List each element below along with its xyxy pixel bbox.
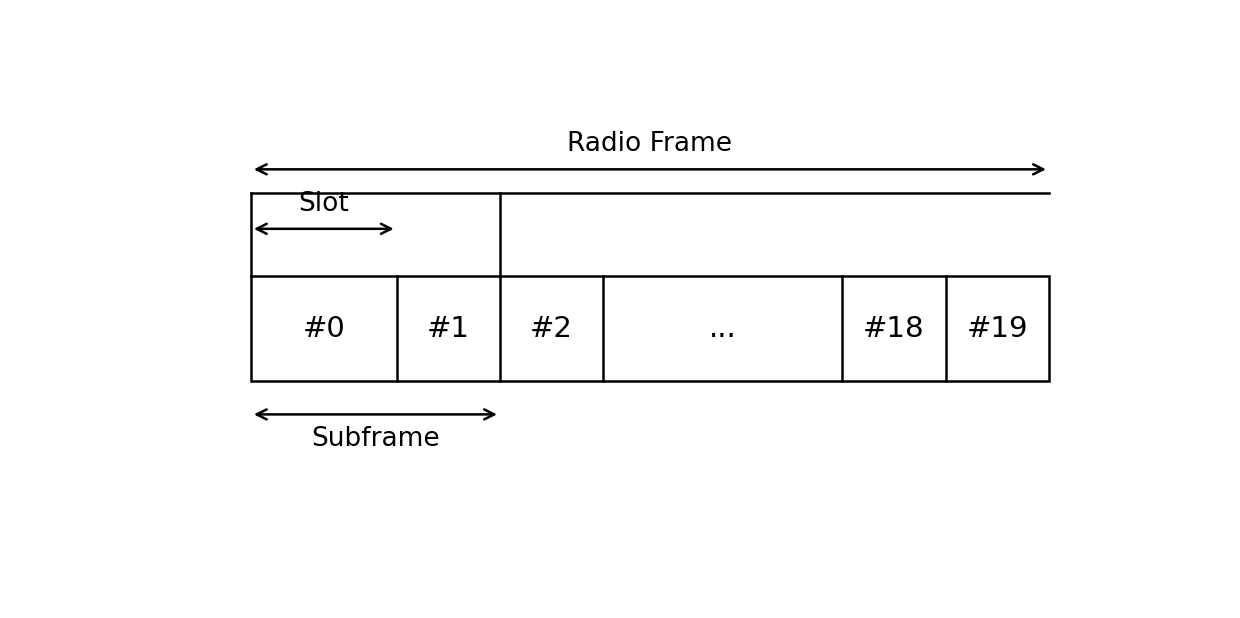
Text: Subframe: Subframe [311, 426, 440, 452]
Text: #19: #19 [966, 315, 1028, 343]
Text: #1: #1 [427, 315, 470, 343]
Text: Slot: Slot [299, 191, 350, 217]
Text: Radio Frame: Radio Frame [568, 132, 733, 158]
FancyBboxPatch shape [250, 276, 1049, 381]
Text: #18: #18 [863, 315, 925, 343]
Text: #2: #2 [529, 315, 573, 343]
Text: ...: ... [709, 315, 737, 343]
Text: #0: #0 [303, 315, 345, 343]
